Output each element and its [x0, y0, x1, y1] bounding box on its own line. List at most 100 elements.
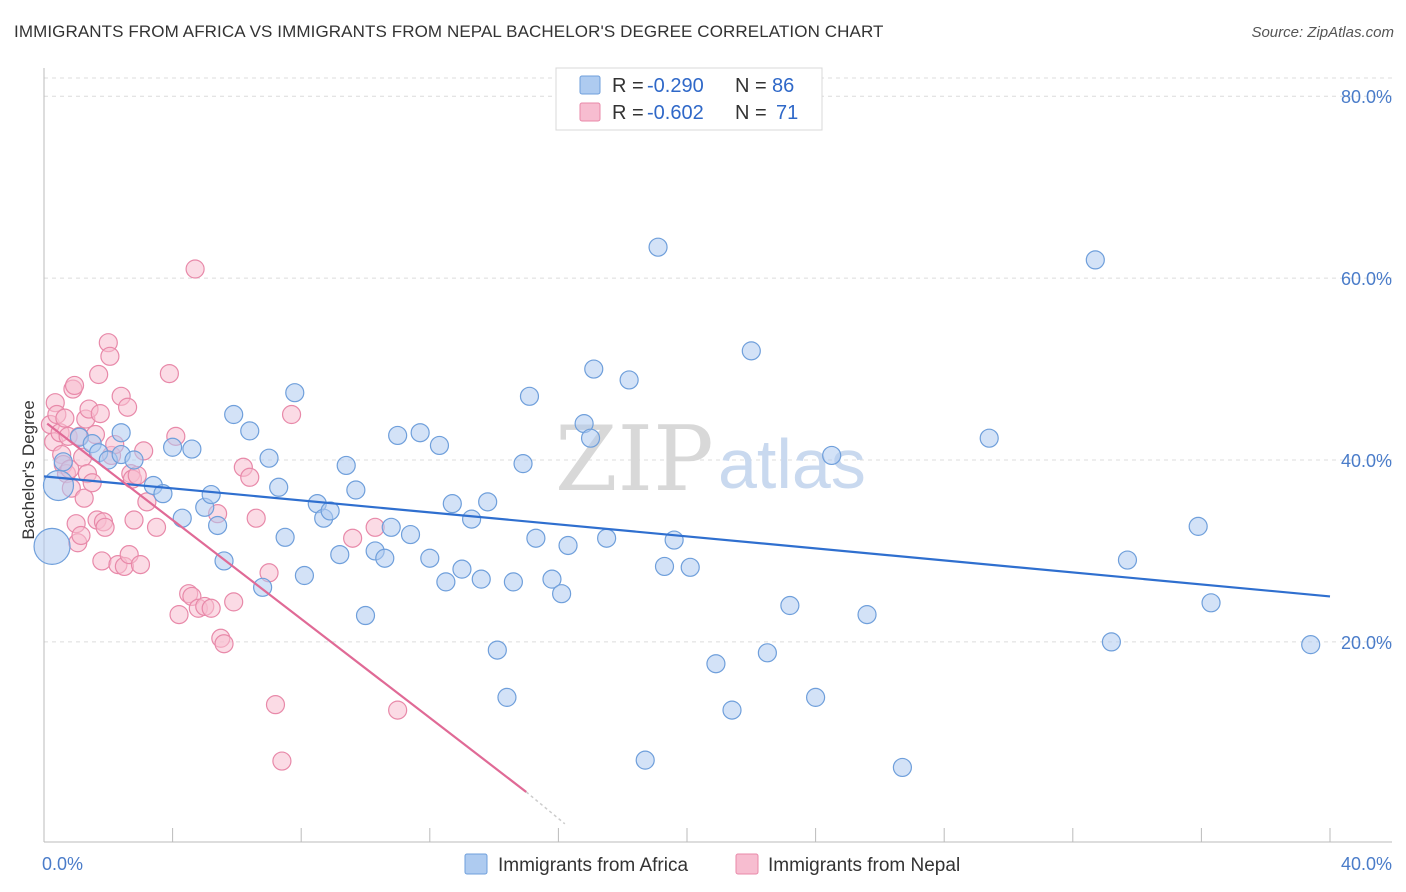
africa-point-31	[336, 455, 356, 476]
nepal-point-60	[224, 592, 244, 612]
africa-point-0	[33, 527, 71, 566]
stats-legend: R = -0.290 N = 86 R = -0.602 N = 71	[555, 67, 823, 131]
gridlines	[44, 77, 1392, 643]
africa-point-36	[381, 517, 401, 537]
africa-point-20	[240, 421, 260, 441]
legend-swatch-nepal	[579, 102, 601, 122]
africa-point-59	[584, 359, 604, 379]
africa-point-24	[275, 527, 295, 547]
africa-point-50	[503, 572, 523, 592]
y-tick-label-1: 40.0%	[1341, 451, 1392, 471]
nepal-point-43	[127, 465, 147, 486]
nepal-point-42	[124, 510, 144, 530]
africa-point-81	[1201, 593, 1221, 613]
series-legend: Immigrants from Africa Immigrants from N…	[464, 853, 960, 876]
nepal-point-47	[146, 517, 167, 537]
africa-point-79	[1117, 550, 1138, 570]
africa-point-42	[436, 572, 456, 592]
africa-point-8	[111, 423, 131, 443]
africa-point-2	[53, 452, 73, 472]
africa-point-29	[320, 501, 340, 521]
africa-point-51	[513, 454, 533, 474]
africa-point-60	[597, 528, 617, 548]
africa-point-69	[741, 341, 761, 361]
africa-point-1	[42, 469, 75, 502]
africa-point-73	[822, 445, 842, 466]
africa-point-62	[635, 750, 655, 770]
x-tick-label-1: 40.0%	[1341, 854, 1392, 874]
y-tick-labels: 20.0% 40.0% 60.0% 80.0%	[1341, 87, 1392, 653]
series-nepal-points	[40, 259, 408, 771]
africa-point-67	[706, 654, 726, 674]
source-label: Source: ZipAtlas.com	[1251, 24, 1394, 41]
nepal-point-66	[272, 751, 292, 771]
nepal-point-69	[365, 517, 385, 537]
watermark: ZIP atlas	[555, 407, 866, 512]
nepal-trend-extension	[525, 791, 566, 825]
bottom-legend-label-nepal: Immigrants from Nepal	[768, 855, 960, 876]
watermark-atlas: atlas	[718, 425, 866, 503]
legend-swatch-africa	[579, 75, 601, 95]
africa-point-56	[558, 535, 578, 556]
trend-lines	[43, 422, 1331, 825]
africa-point-39	[410, 423, 430, 443]
nepal-point-48	[159, 363, 179, 384]
africa-point-61	[619, 370, 639, 390]
africa-point-68	[722, 700, 742, 720]
x-tick-labels: 0.0% 40.0%	[42, 854, 1392, 874]
y-tick-label-0: 20.0%	[1341, 633, 1392, 653]
africa-point-55	[552, 584, 572, 604]
nepal-point-28	[92, 551, 112, 571]
nepal-point-23	[82, 473, 102, 493]
africa-point-63	[648, 237, 668, 257]
africa-point-38	[400, 524, 421, 545]
africa-point-40	[420, 548, 440, 568]
africa-point-44	[452, 559, 472, 579]
nepal-point-62	[240, 467, 260, 487]
africa-point-17	[208, 515, 228, 536]
africa-point-77	[1085, 250, 1105, 270]
africa-point-19	[224, 404, 244, 425]
nepal-point-44	[130, 554, 151, 575]
africa-point-82	[1301, 635, 1321, 655]
nepal-point-56	[201, 598, 221, 618]
nepal-trend-line	[46, 422, 527, 793]
chart-title: IMMIGRANTS FROM AFRICA VS IMMIGRANTS FRO…	[14, 22, 884, 41]
africa-point-25	[285, 383, 305, 403]
africa-point-72	[805, 687, 826, 707]
nepal-point-53	[185, 259, 205, 279]
africa-point-16	[201, 484, 221, 505]
africa-point-78	[1101, 632, 1121, 652]
bottom-legend-swatch-africa	[464, 853, 488, 875]
africa-point-58	[580, 428, 601, 448]
africa-point-49	[497, 687, 517, 707]
africa-point-80	[1188, 516, 1208, 536]
nepal-point-7	[55, 408, 75, 428]
x-tick-label-0: 0.0%	[42, 854, 83, 874]
africa-point-66	[680, 557, 700, 577]
nepal-point-65	[265, 695, 286, 715]
legend-r-label-nepal: R =	[612, 102, 644, 124]
legend-n-value-africa: 86	[772, 75, 794, 97]
nepal-point-26	[89, 364, 109, 385]
series-africa-points	[33, 237, 1321, 778]
africa-point-53	[526, 528, 546, 548]
africa-point-33	[355, 605, 376, 626]
nepal-point-68	[343, 528, 363, 548]
africa-point-64	[654, 556, 675, 577]
africa-point-11	[153, 484, 173, 504]
y-axis-label: Bachelor's Degree	[19, 400, 38, 539]
africa-point-70	[757, 643, 777, 663]
africa-point-54	[542, 569, 562, 589]
nepal-point-70	[388, 700, 408, 720]
legend-n-value-nepal: 71	[776, 102, 798, 124]
africa-point-13	[172, 508, 192, 528]
africa-point-71	[780, 595, 800, 616]
bottom-legend-label-africa: Immigrants from Africa	[498, 855, 688, 876]
axes	[43, 68, 1392, 843]
africa-point-47	[478, 492, 498, 512]
y-tick-label-3: 80.0%	[1341, 87, 1392, 107]
africa-point-74	[857, 605, 877, 625]
africa-point-48	[487, 640, 507, 660]
